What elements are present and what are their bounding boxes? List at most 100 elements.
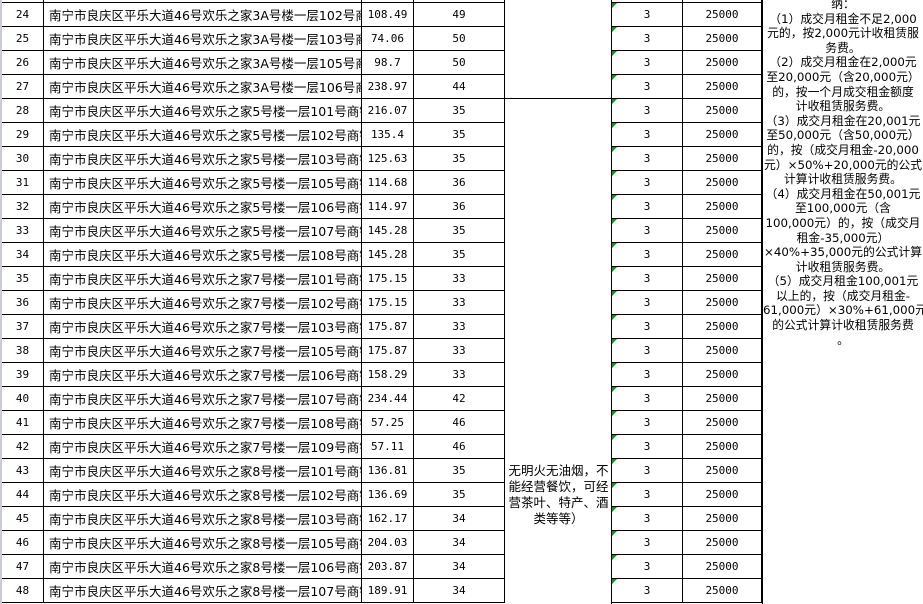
cell-price[interactable]: 44 [414,75,505,99]
cell-deposit[interactable]: 25000 [683,75,762,99]
cell-price[interactable]: 49 [414,3,505,27]
cell-address[interactable]: 南宁市良庆区平乐大道46号欢乐之家5号楼一层108号商铺 [44,243,362,267]
cell-deposit[interactable]: 25000 [683,147,762,171]
cell-partial[interactable] [44,0,362,3]
cell-deposit[interactable]: 25000 [683,507,762,531]
cell-price[interactable]: 33 [414,363,505,387]
cell-partial[interactable] [362,0,414,3]
cell-deposit[interactable]: 25000 [683,411,762,435]
cell-area[interactable]: 203.87 [362,555,414,579]
cell-address[interactable]: 南宁市良庆区平乐大道46号欢乐之家8号楼一层102号商铺 [44,483,362,507]
cell-price[interactable]: 33 [414,339,505,363]
cell-area[interactable]: 114.97 [362,195,414,219]
cell-price[interactable]: 42 [414,387,505,411]
cell-term[interactable]: 3 [612,291,683,315]
cell-area[interactable]: 145.28 [362,219,414,243]
cell-price[interactable]: 36 [414,195,505,219]
cell-partial[interactable] [612,0,683,3]
cell-term[interactable]: 3 [612,171,683,195]
cell-no[interactable]: 28 [2,99,44,123]
cell-address[interactable]: 南宁市良庆区平乐大道46号欢乐之家8号楼一层103号商铺 [44,507,362,531]
cell-deposit[interactable]: 25000 [683,171,762,195]
cell-no[interactable]: 26 [2,51,44,75]
cell-deposit[interactable]: 25000 [683,51,762,75]
cell-address[interactable]: 南宁市良庆区平乐大道46号欢乐之家8号楼一层101号商铺 [44,459,362,483]
cell-deposit[interactable]: 25000 [683,315,762,339]
cell-deposit[interactable]: 25000 [683,387,762,411]
cell-no[interactable]: 37 [2,315,44,339]
cell-term[interactable]: 3 [612,339,683,363]
cell-area[interactable]: 74.06 [362,27,414,51]
cell-deposit[interactable]: 25000 [683,435,762,459]
cell-no[interactable]: 33 [2,219,44,243]
cell-term[interactable]: 3 [612,243,683,267]
cell-area[interactable]: 238.97 [362,75,414,99]
cell-deposit[interactable]: 25000 [683,195,762,219]
cell-price[interactable]: 33 [414,291,505,315]
cell-no[interactable]: 40 [2,387,44,411]
cell-area[interactable]: 216.07 [362,99,414,123]
cell-partial[interactable] [683,0,762,3]
cell-area[interactable]: 175.15 [362,291,414,315]
cell-partial[interactable] [414,0,505,3]
cell-price[interactable]: 35 [414,99,505,123]
cell-address[interactable]: 南宁市良庆区平乐大道46号欢乐之家5号楼一层106号商铺 [44,195,362,219]
cell-area[interactable]: 136.69 [362,483,414,507]
cell-address[interactable]: 南宁市良庆区平乐大道46号欢乐之家5号楼一层103号商铺 [44,147,362,171]
cell-price[interactable]: 35 [414,147,505,171]
cell-no[interactable]: 24 [2,3,44,27]
cell-term[interactable]: 3 [612,195,683,219]
cell-deposit[interactable]: 25000 [683,219,762,243]
cell-area[interactable]: 98.7 [362,51,414,75]
cell-term[interactable]: 3 [612,579,683,603]
cell-no[interactable]: 29 [2,123,44,147]
cell-area[interactable]: 57.25 [362,411,414,435]
cell-price[interactable]: 35 [414,459,505,483]
cell-no[interactable]: 30 [2,147,44,171]
cell-area[interactable]: 125.63 [362,147,414,171]
cell-price[interactable]: 35 [414,483,505,507]
cell-term[interactable]: 3 [612,483,683,507]
cell-no[interactable]: 32 [2,195,44,219]
cell-no[interactable]: 36 [2,291,44,315]
cell-area[interactable]: 175.87 [362,315,414,339]
cell-address[interactable]: 南宁市良庆区平乐大道46号欢乐之家7号楼一层108号商铺 [44,411,362,435]
cell-address[interactable]: 南宁市良庆区平乐大道46号欢乐之家5号楼一层107号商铺 [44,219,362,243]
cell-address[interactable]: 南宁市良庆区平乐大道46号欢乐之家5号楼一层101号商铺 [44,99,362,123]
cell-price[interactable]: 33 [414,267,505,291]
cell-area[interactable]: 57.11 [362,435,414,459]
cell-price[interactable]: 35 [414,243,505,267]
cell-deposit[interactable]: 25000 [683,531,762,555]
cell-address[interactable]: 南宁市良庆区平乐大道46号欢乐之家7号楼一层103号商铺 [44,315,362,339]
cell-address[interactable]: 南宁市良庆区平乐大道46号欢乐之家5号楼一层105号商铺 [44,171,362,195]
cell-deposit[interactable]: 25000 [683,267,762,291]
cell-no[interactable]: 39 [2,363,44,387]
cell-deposit[interactable]: 25000 [683,339,762,363]
cell-price[interactable]: 35 [414,123,505,147]
cell-area[interactable]: 114.68 [362,171,414,195]
cell-no[interactable]: 31 [2,171,44,195]
cell-area[interactable]: 136.81 [362,459,414,483]
cell-address[interactable]: 南宁市良庆区平乐大道46号欢乐之家7号楼一层102号商铺 [44,291,362,315]
cell-deposit[interactable]: 25000 [683,27,762,51]
cell-address[interactable]: 南宁市良庆区平乐大道46号欢乐之家3A号楼一层103号商铺 [44,27,362,51]
cell-price[interactable]: 46 [414,435,505,459]
cell-no[interactable]: 41 [2,411,44,435]
cell-term[interactable]: 3 [612,3,683,27]
cell-term[interactable]: 3 [612,75,683,99]
cell-deposit[interactable]: 25000 [683,555,762,579]
cell-no[interactable]: 46 [2,531,44,555]
cell-address[interactable]: 南宁市良庆区平乐大道46号欢乐之家7号楼一层107号商铺 [44,387,362,411]
fee-note-merged-cell[interactable] [762,0,923,604]
cell-term[interactable]: 3 [612,435,683,459]
cell-address[interactable]: 南宁市良庆区平乐大道46号欢乐之家3A号楼一层105号商铺 [44,51,362,75]
cell-address[interactable]: 南宁市良庆区平乐大道46号欢乐之家7号楼一层105号商铺 [44,339,362,363]
cell-term[interactable]: 3 [612,507,683,531]
cell-no[interactable]: 45 [2,507,44,531]
cell-area[interactable]: 175.15 [362,267,414,291]
cell-price[interactable]: 33 [414,315,505,339]
cell-no[interactable]: 44 [2,483,44,507]
cell-no[interactable]: 47 [2,555,44,579]
cell-price[interactable]: 34 [414,579,505,603]
cell-price[interactable]: 35 [414,219,505,243]
